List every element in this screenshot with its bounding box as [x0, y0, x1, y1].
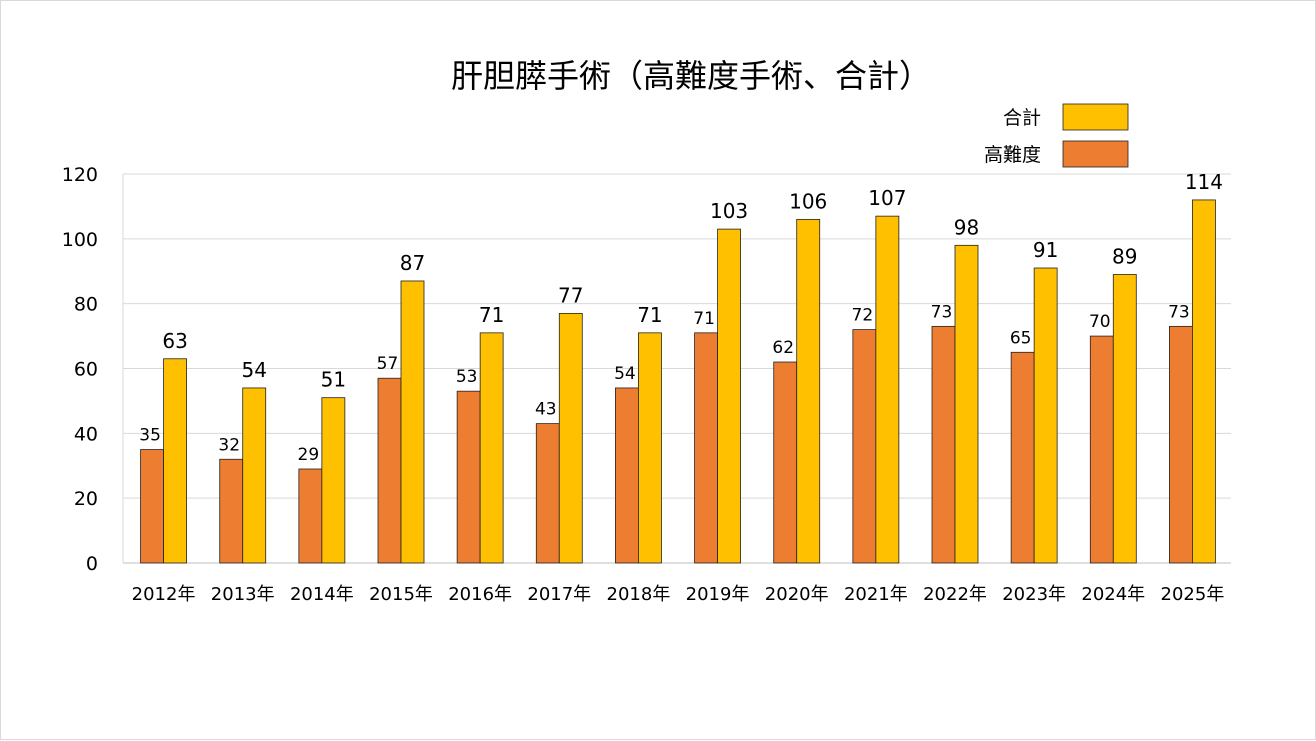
label-high-2018年: 54 — [614, 364, 636, 384]
bar-high-2013年 — [219, 458, 244, 564]
label-total-2012年: 63 — [162, 329, 187, 353]
label-high-2020年: 62 — [772, 338, 794, 358]
legend-label-高難度: 高難度 — [984, 144, 1041, 166]
label-total-2019年: 103 — [710, 199, 748, 223]
label-total-2017年: 77 — [558, 283, 583, 307]
bar-high-2019年 — [694, 332, 718, 564]
label-high-2021年: 72 — [852, 306, 874, 326]
bar-high-2023年 — [1010, 351, 1035, 564]
legend-swatch-高難度 — [1062, 140, 1129, 168]
x-tick-label-2015年: 2015年 — [369, 584, 433, 605]
x-tick-label-2023年: 2023年 — [1002, 584, 1066, 605]
bars — [140, 199, 1216, 564]
bar-total-2015年 — [400, 280, 425, 564]
x-tick-label-2022年: 2022年 — [923, 584, 987, 605]
y-tick-label-40: 40 — [74, 423, 98, 445]
label-total-2023年: 91 — [1033, 238, 1058, 262]
x-tick-label-2018年: 2018年 — [607, 584, 671, 605]
label-high-2015年: 57 — [377, 354, 399, 374]
bar-total-2025年 — [1192, 199, 1216, 564]
label-high-2025年: 73 — [1168, 302, 1190, 322]
label-total-2015年: 87 — [400, 251, 425, 275]
x-tick-label-2017年: 2017年 — [527, 584, 591, 605]
x-tick-label-2021年: 2021年 — [844, 584, 908, 605]
bar-high-2020年 — [773, 361, 798, 564]
label-total-2024年: 89 — [1112, 244, 1137, 268]
gridlines — [123, 173, 1231, 564]
x-tick-label-2020年: 2020年 — [765, 584, 829, 605]
bar-total-2020年 — [796, 218, 821, 564]
label-high-2016年: 53 — [456, 367, 478, 387]
label-high-2022年: 73 — [931, 302, 953, 322]
y-tick-label-0: 0 — [86, 553, 98, 575]
label-high-2014年: 29 — [298, 445, 320, 465]
bar-total-2016年 — [479, 332, 504, 564]
bar-total-2014年 — [321, 397, 346, 564]
x-axis: 2012年 2013年 2014年 2015年 2016年 2017年 2018年 2019年… — [132, 584, 1225, 605]
x-tick-label-2014年: 2014年 — [290, 584, 354, 605]
bar-total-2013年 — [242, 387, 267, 564]
bar-total-2019年 — [717, 228, 741, 564]
bar-high-2021年 — [852, 329, 877, 564]
bar-total-2021年 — [875, 215, 900, 564]
bar-total-2022年 — [954, 244, 979, 564]
y-tick-label-20: 20 — [74, 488, 98, 510]
label-total-2022年: 98 — [954, 215, 979, 239]
x-tick-label-2024年: 2024年 — [1081, 584, 1145, 605]
label-high-2017年: 43 — [535, 400, 557, 420]
bar-total-2024年 — [1112, 274, 1137, 564]
bar-total-2012年 — [163, 358, 187, 564]
x-tick-label-2025年: 2025年 — [1161, 584, 1225, 605]
label-high-2013年: 32 — [218, 435, 240, 455]
legend-label-合計: 合計 — [1003, 107, 1041, 129]
label-total-2016年: 71 — [479, 303, 504, 327]
x-tick-label-2013年: 2013年 — [211, 584, 275, 605]
label-high-2019年: 71 — [693, 309, 715, 329]
bar-high-2012年 — [140, 449, 164, 564]
label-high-2024年: 70 — [1089, 312, 1111, 332]
x-tick-label-2012年: 2012年 — [132, 584, 196, 605]
bar-high-2017年 — [535, 423, 560, 564]
label-total-2018年: 71 — [637, 303, 662, 327]
bar-high-2016年 — [456, 390, 481, 564]
label-high-2023年: 65 — [1010, 328, 1032, 348]
x-tick-label-2019年: 2019年 — [686, 584, 750, 605]
x-tick-label-2016年: 2016年 — [448, 584, 512, 605]
label-total-2013年: 54 — [241, 358, 266, 382]
bar-high-2018年 — [615, 387, 639, 564]
legend-swatch-合計 — [1062, 103, 1129, 131]
chart-title: 肝胆膵手術（高難度手術、合計） — [451, 57, 931, 95]
label-total-2014年: 51 — [321, 368, 346, 392]
bar-high-2015年 — [377, 377, 402, 564]
bar-high-2025年 — [1169, 325, 1193, 564]
bar-high-2014年 — [298, 468, 323, 564]
y-tick-label-100: 100 — [62, 229, 98, 251]
label-high-2012年: 35 — [139, 426, 161, 446]
y-tick-label-80: 80 — [74, 294, 98, 316]
bar-total-2018年 — [638, 332, 662, 564]
bar-total-2023年 — [1033, 267, 1058, 564]
y-tick-label-120: 120 — [62, 164, 98, 186]
bar-total-2017年 — [558, 312, 583, 564]
y-tick-label-60: 60 — [74, 359, 98, 381]
label-total-2021年: 107 — [868, 186, 906, 210]
bar-high-2022年 — [931, 325, 956, 564]
y-axis: 0 20 40 60 80 100 120 — [62, 164, 124, 575]
data-labels: 35 63 32 54 29 51 57 87 53 71 43 77 54 71 71 103 62 106 72… — [139, 170, 1223, 465]
label-total-2025年: 114 — [1185, 170, 1223, 194]
bar-high-2024年 — [1089, 335, 1114, 564]
label-total-2020年: 106 — [789, 189, 827, 213]
